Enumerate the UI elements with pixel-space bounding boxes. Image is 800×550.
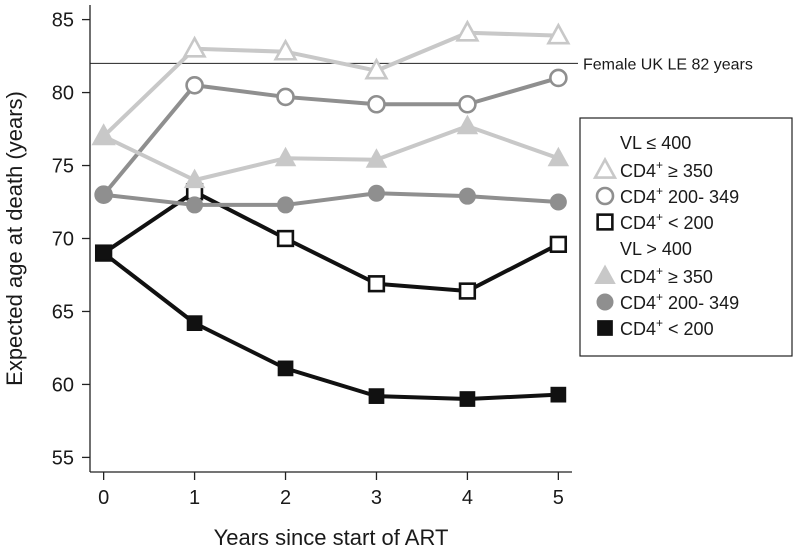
legend-marker: [596, 293, 614, 311]
series-line: [101, 30, 561, 139]
legend-marker: [594, 264, 616, 285]
legend-items: VL ≤ 400 CD4+ ≥ 350 CD4+ 200- 349 CD4+ < 20…: [592, 133, 739, 339]
legend-marker: [592, 156, 618, 179]
y-tick-label: 60: [52, 374, 74, 396]
data-point: [185, 75, 204, 95]
x-tick-label: 1: [189, 487, 200, 509]
data-point: [546, 22, 571, 45]
series-line: [101, 191, 561, 207]
data-point: [549, 193, 567, 211]
plot-area: 55 60 65 70 75 80 85 0 1 2 3 4 5 Female UK LE 82 ye…: [52, 5, 753, 509]
y-ticks: 55 60 65 70 75 80 85: [52, 10, 90, 469]
series-4-points: [95, 184, 567, 214]
series-line: [101, 189, 561, 294]
series-4: [101, 191, 561, 207]
series-1: [101, 75, 561, 197]
y-tick-label: 80: [52, 83, 74, 105]
series-2: [101, 189, 561, 294]
legend-label: CD4+ < 200: [620, 210, 714, 233]
y-tick-label: 55: [52, 447, 74, 469]
data-point: [549, 68, 568, 88]
data-point: [92, 124, 115, 145]
data-point: [95, 186, 113, 204]
legend-label: CD4+ 200- 349: [620, 290, 739, 313]
data-point: [365, 148, 388, 168]
data-point: [95, 245, 112, 261]
legend-marker: [596, 213, 614, 231]
series-0: [101, 30, 561, 139]
data-point: [458, 282, 477, 300]
legend-marker: [595, 186, 615, 206]
data-point: [276, 87, 295, 107]
y-tick-label: 65: [52, 301, 74, 323]
y-axis-label: Expected age at death (years): [2, 91, 27, 386]
data-point: [459, 391, 476, 407]
series-0-points: [91, 19, 571, 146]
data-point: [367, 94, 386, 114]
data-point: [456, 114, 479, 135]
series-line: [101, 124, 561, 183]
series-5: [101, 251, 561, 402]
data-point: [276, 229, 295, 248]
data-point: [367, 275, 386, 293]
legend: VL ≤ 400 CD4+ ≥ 350 CD4+ 200- 349 CD4+ < 20…: [579, 117, 793, 357]
data-point: [458, 187, 476, 205]
y-tick-label: 75: [52, 156, 74, 178]
data-point: [186, 196, 204, 214]
series-line: [101, 75, 561, 197]
series-3: [101, 124, 561, 183]
legend-label: CD4+ < 200: [620, 316, 714, 339]
x-ticks: 0 1 2 3 4 5: [98, 472, 564, 509]
data-point: [547, 146, 570, 167]
series-5-points: [95, 245, 567, 407]
legend-label: CD4+ ≥ 350: [620, 158, 713, 181]
data-point: [182, 35, 207, 58]
x-tick-label: 0: [98, 487, 109, 509]
legend-label: CD4+ ≥ 350: [620, 264, 713, 287]
reference-line-label: Female UK LE 82 years: [583, 56, 753, 73]
data-point: [367, 184, 385, 202]
data-point: [458, 94, 477, 114]
legend-box: [579, 117, 793, 357]
x-axis-label: Years since start of ART: [214, 525, 449, 550]
data-point: [368, 388, 385, 404]
legend-marker: [597, 320, 613, 336]
data-point: [455, 19, 480, 42]
legend-label: CD4+ 200- 349: [620, 184, 739, 207]
data-point: [549, 235, 568, 253]
series-layer: [91, 19, 571, 407]
data-point: [550, 386, 567, 403]
x-tick-label: 5: [553, 487, 564, 509]
data-point: [277, 196, 295, 214]
data-point: [274, 146, 297, 167]
series-line: [101, 251, 561, 402]
legend-group-heading: VL > 400: [620, 239, 692, 259]
data-point: [183, 168, 206, 189]
data-point: [273, 38, 298, 61]
data-point: [277, 360, 294, 377]
data-point: [364, 57, 389, 80]
y-tick-label: 70: [52, 229, 74, 251]
legend-group-heading: VL ≤ 400: [620, 133, 691, 153]
y-tick-label: 85: [52, 10, 74, 32]
x-tick-label: 2: [280, 487, 291, 509]
x-tick-label: 4: [462, 487, 473, 509]
data-point: [186, 315, 203, 332]
x-tick-label: 3: [371, 487, 382, 509]
series-3-points: [92, 114, 570, 189]
